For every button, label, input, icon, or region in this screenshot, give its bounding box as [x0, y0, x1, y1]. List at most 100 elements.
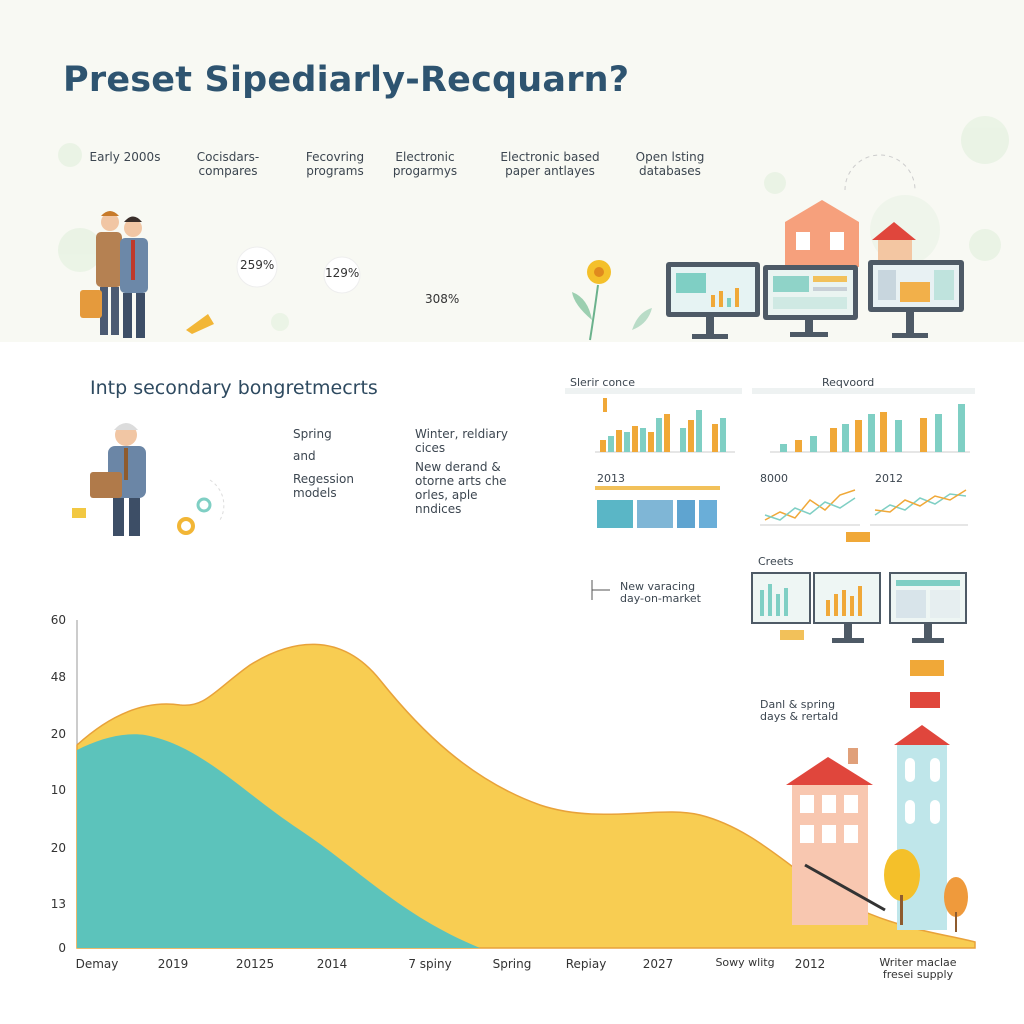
percent-label: 308%	[425, 292, 460, 306]
x-axis-label: 2012	[794, 957, 826, 971]
mini-card-panel-part	[597, 500, 633, 528]
lower-monitors-part	[924, 623, 932, 639]
y-axis-label: 20	[50, 727, 66, 741]
buildings-part	[884, 849, 920, 901]
monitors-part	[813, 276, 847, 282]
monitors-part	[676, 273, 706, 293]
houses	[785, 154, 916, 267]
mini-bar-chart-left-part-part	[624, 432, 630, 452]
lower-monitors-part-part	[834, 594, 838, 616]
mini-line-charts-part	[764, 489, 856, 521]
section-text: and	[293, 449, 316, 463]
buildings-part	[894, 725, 950, 745]
side-note: Danl & spring days & rertald	[760, 698, 839, 723]
mini-bar-chart-right-part-part	[868, 414, 875, 452]
mini-bar-chart-left-part	[608, 410, 726, 452]
mini-bar-chart-right-part-part	[830, 428, 837, 452]
people-illustration-part	[124, 219, 142, 237]
mini-bar-chart-left-part-part	[616, 430, 622, 452]
monitors-part	[706, 317, 714, 335]
mini-bar-chart-right-part-part	[958, 404, 965, 452]
mini-bar-chart-right-part-part	[880, 412, 887, 452]
buildings-part-part	[930, 800, 940, 824]
monitors-part	[805, 320, 813, 334]
monitors	[666, 260, 964, 339]
lower-monitors-part	[912, 638, 944, 643]
monitors-part	[727, 298, 731, 307]
monitors-part	[773, 297, 847, 309]
mini-line-charts-part	[874, 493, 967, 516]
percent-label: 259%	[240, 258, 275, 272]
people-illustration-part	[100, 287, 108, 335]
houses-part	[785, 200, 859, 267]
monitors-part	[892, 333, 928, 338]
timeline-label: Early 2000s	[89, 150, 161, 164]
y-axis-label: 60	[50, 613, 66, 627]
decor-circles-part	[961, 116, 1009, 164]
flower-part	[632, 308, 652, 330]
buildings-part-part	[800, 825, 814, 843]
panel-label: 2013	[597, 472, 625, 485]
people-illustration-part	[131, 240, 135, 280]
flower-part	[572, 292, 592, 320]
people-illustration-part	[80, 290, 102, 318]
mini-bar-chart-left-part-part	[680, 428, 686, 452]
man-illustration-part	[129, 498, 140, 536]
x-axis-label: 7 spiny	[408, 957, 452, 971]
man-illustration-part	[72, 508, 86, 518]
lower-monitors-part	[910, 660, 944, 676]
mini-card-panel-part	[699, 500, 717, 528]
mini-bar-chart-right-part-part	[855, 420, 862, 452]
people-illustration-part	[136, 293, 145, 338]
percent-bubbles	[236, 246, 361, 294]
lower-monitors-part-part	[850, 596, 854, 616]
man-illustration-part	[196, 497, 212, 513]
lower-monitors	[751, 572, 967, 708]
mini-card-panel-part	[677, 500, 695, 528]
lower-monitors-part-part	[768, 584, 772, 616]
y-axis-label: 48	[50, 670, 66, 684]
x-axis-label: 2027	[642, 957, 674, 971]
buildings-part	[905, 758, 940, 824]
timeline-label: Fecovring programs	[305, 150, 365, 178]
section-text: Regession models	[293, 472, 354, 500]
section-text: Spring	[293, 427, 332, 441]
mini-bar-chart-right-part	[795, 412, 927, 452]
x-axis-label: Writer maclae fresei supply	[879, 956, 957, 981]
man-illustration-part	[113, 498, 124, 536]
man-illustration-part	[209, 479, 225, 521]
lower-monitors-part	[760, 584, 788, 616]
people-illustration-part	[186, 314, 214, 334]
lower-monitors-part	[896, 590, 926, 618]
mini-line-charts-part	[874, 489, 967, 513]
buildings-part	[955, 912, 957, 932]
flower-part	[594, 267, 604, 277]
timeline-label: Cocisdars-compares	[196, 150, 260, 178]
buildings-part-part	[930, 758, 940, 782]
decor-circles	[58, 116, 1009, 331]
section-text: New derand & otorne arts che orles, aple…	[415, 460, 507, 516]
percent-bubbles-part	[323, 256, 361, 294]
buildings-part	[800, 795, 858, 843]
mini-bar-chart-left-part-part	[632, 426, 638, 452]
teal-area	[77, 734, 480, 948]
buildings-part-part	[844, 795, 858, 813]
lower-monitors-part	[826, 586, 862, 616]
area-chart	[76, 620, 976, 949]
buildings-part	[944, 877, 968, 917]
buildings-part-part	[844, 825, 858, 843]
monitors-part	[934, 270, 954, 300]
decor-circles-part	[969, 229, 1001, 261]
panel-title: Reqvoord	[822, 376, 875, 389]
panel-label: 2012	[875, 472, 903, 485]
panel-note: New varacing day-on-market	[620, 580, 701, 605]
lower-monitors-part-part	[760, 590, 764, 616]
page-title: Preset Sipediarly-Recquarn?	[63, 60, 630, 100]
mini-bar-chart-left-part-part	[640, 428, 646, 452]
mini-bar-chart-right-part	[780, 404, 965, 452]
buildings-part-part	[905, 758, 915, 782]
note-bracket-part	[591, 580, 610, 600]
mini-bar-chart-left-part-part	[664, 414, 670, 452]
section-title: Intp secondary bongretmecrts	[90, 377, 378, 399]
